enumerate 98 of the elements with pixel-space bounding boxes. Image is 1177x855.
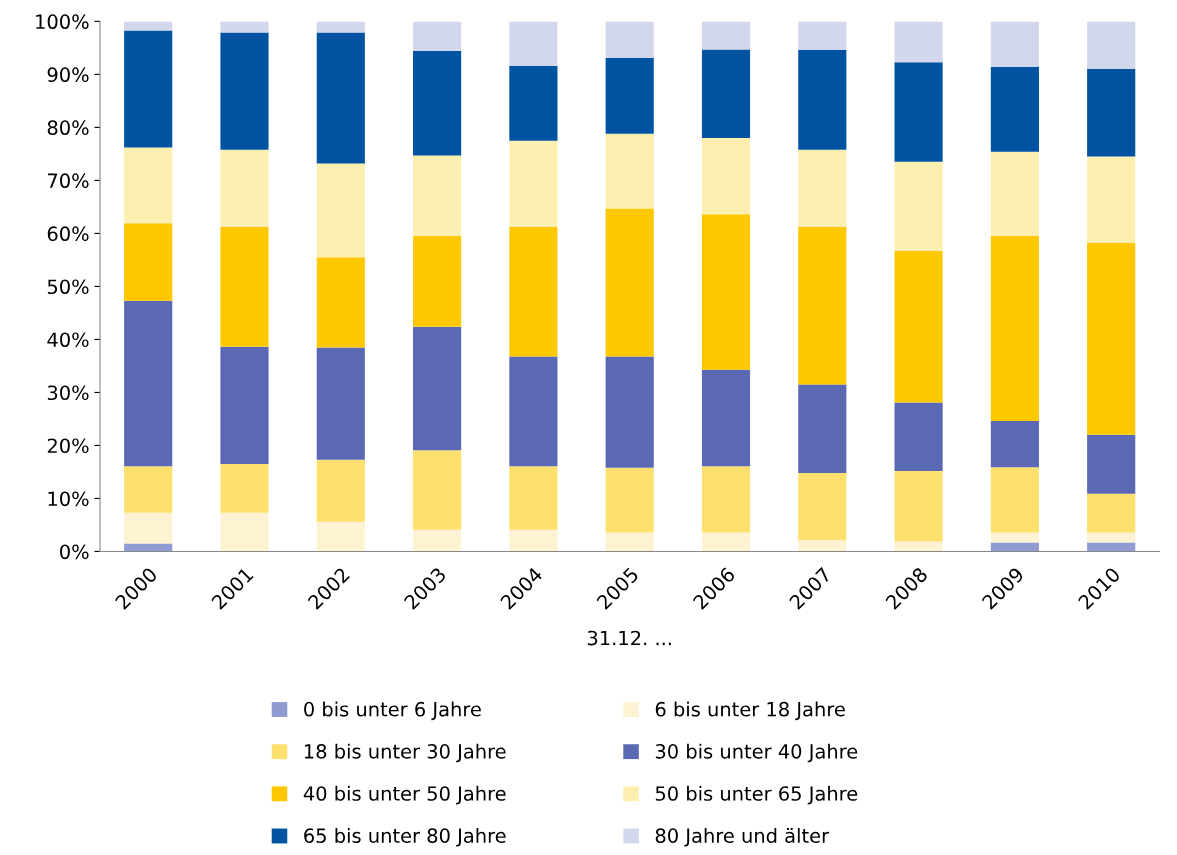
bar	[990, 236, 1039, 422]
bar	[1087, 493, 1136, 533]
bar	[413, 450, 462, 530]
legend-label: 30 bis unter 40 Jahre	[655, 743, 858, 763]
bar	[509, 140, 558, 228]
y-tick-label: 0%	[60, 544, 89, 560]
bar	[220, 227, 269, 347]
bar	[509, 227, 558, 357]
bar	[124, 300, 173, 467]
bar	[413, 326, 462, 451]
x-axis-title: 31.12. ...	[587, 630, 671, 646]
bar	[990, 467, 1039, 533]
bar	[220, 149, 269, 228]
bar	[509, 466, 558, 530]
bar	[220, 21, 269, 33]
bar	[316, 521, 365, 552]
bar	[701, 138, 751, 215]
bar	[413, 529, 462, 552]
bar	[509, 65, 558, 141]
bar	[990, 151, 1039, 237]
bar	[316, 32, 365, 164]
y-tick-label: 10%	[48, 491, 89, 507]
bar	[220, 512, 269, 552]
bar	[124, 223, 173, 301]
bar	[990, 66, 1039, 152]
bar	[509, 21, 558, 66]
bar	[413, 51, 462, 156]
bar	[1087, 434, 1136, 494]
bar	[316, 163, 365, 258]
bar	[509, 356, 558, 467]
legend-label: 6 bis unter 18 Jahre	[655, 701, 845, 721]
legend-label: 65 bis unter 80 Jahre	[304, 827, 506, 847]
bar	[605, 21, 654, 58]
bar	[413, 236, 462, 327]
bar	[605, 356, 654, 468]
y-tick-label: 80%	[47, 120, 89, 136]
bar	[413, 155, 462, 237]
bar	[1087, 69, 1136, 157]
bar	[701, 466, 751, 533]
bar	[316, 347, 365, 460]
legend-label: 50 bis unter 65 Jahre	[655, 785, 858, 805]
bar	[990, 542, 1039, 552]
bar	[798, 384, 847, 474]
bar	[798, 473, 847, 541]
bar	[316, 21, 365, 33]
y-tick-label: 30%	[47, 385, 89, 401]
bar	[1087, 542, 1136, 552]
y-tick-label: 70%	[48, 173, 89, 189]
legend-label: 0 bis unter 6 Jahre	[304, 701, 481, 721]
bar	[894, 402, 943, 471]
bar	[798, 227, 847, 385]
bar	[413, 21, 462, 52]
bar	[1087, 242, 1136, 435]
bar	[894, 62, 943, 162]
bar	[605, 467, 654, 533]
bar	[894, 470, 943, 542]
bar	[798, 149, 847, 228]
bar	[990, 421, 1039, 468]
y-tick-label: 100%	[36, 14, 89, 30]
bar	[1087, 21, 1136, 70]
bar	[605, 532, 654, 552]
bar	[605, 208, 654, 357]
legend-label: 40 bis unter 50 Jahre	[303, 785, 506, 805]
bar	[316, 459, 365, 522]
bar	[220, 346, 269, 465]
bar	[990, 532, 1039, 543]
bar	[990, 21, 1039, 67]
bar	[701, 369, 751, 467]
bar	[605, 133, 654, 209]
y-tick-label: 20%	[47, 438, 89, 454]
bar	[316, 257, 365, 348]
bar	[701, 21, 751, 50]
bar	[894, 541, 943, 552]
bar	[798, 21, 847, 50]
bar	[220, 464, 269, 513]
bar	[798, 50, 847, 150]
bar	[701, 214, 751, 370]
bar	[1087, 532, 1136, 543]
y-tick-label: 40%	[47, 332, 89, 348]
bar	[798, 540, 847, 552]
bar	[124, 30, 173, 148]
bar	[124, 466, 173, 513]
bar	[894, 21, 943, 63]
legend-label: 18 bis unter 30 Jahre	[304, 743, 506, 763]
bar	[701, 49, 751, 138]
bar	[220, 32, 269, 150]
bar	[605, 57, 654, 134]
legend-label: 80 Jahre und älter	[655, 827, 830, 847]
bar	[124, 512, 173, 544]
bar	[1087, 156, 1136, 243]
y-tick-label: 90%	[47, 67, 89, 83]
y-tick-label: 50%	[47, 279, 89, 295]
bar	[509, 529, 558, 552]
bar	[701, 532, 751, 552]
bar	[124, 147, 173, 224]
bar	[894, 250, 943, 403]
y-tick-label: 60%	[47, 226, 89, 242]
bar	[894, 161, 943, 251]
